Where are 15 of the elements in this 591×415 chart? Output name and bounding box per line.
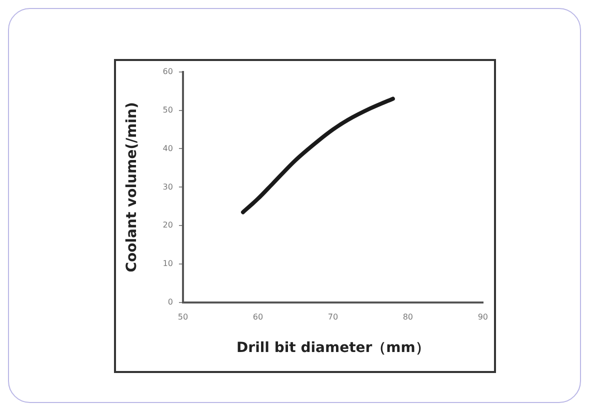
x-tick-label: 70 xyxy=(328,312,338,322)
x-tick-label: 60 xyxy=(252,312,264,322)
y-tick-label: 10 xyxy=(162,259,173,268)
y-tick-label: 40 xyxy=(162,144,173,153)
y-tick-label: 60 xyxy=(162,66,173,76)
x-axis-title: Drill bit diameter（mm） xyxy=(236,340,430,356)
x-tick-label: 80 xyxy=(402,312,414,322)
y-axis-title: Coolant volume(/min) xyxy=(124,102,140,272)
y-tick-label: 50 xyxy=(162,105,173,114)
line-series xyxy=(240,96,395,214)
y-tick-label: 0 xyxy=(168,298,173,307)
x-tick-label: 50 xyxy=(178,312,188,322)
y-tick-label: 20 xyxy=(162,220,173,230)
x-tick-label: 90 xyxy=(478,312,488,322)
y-tick-label: 30 xyxy=(162,182,173,192)
